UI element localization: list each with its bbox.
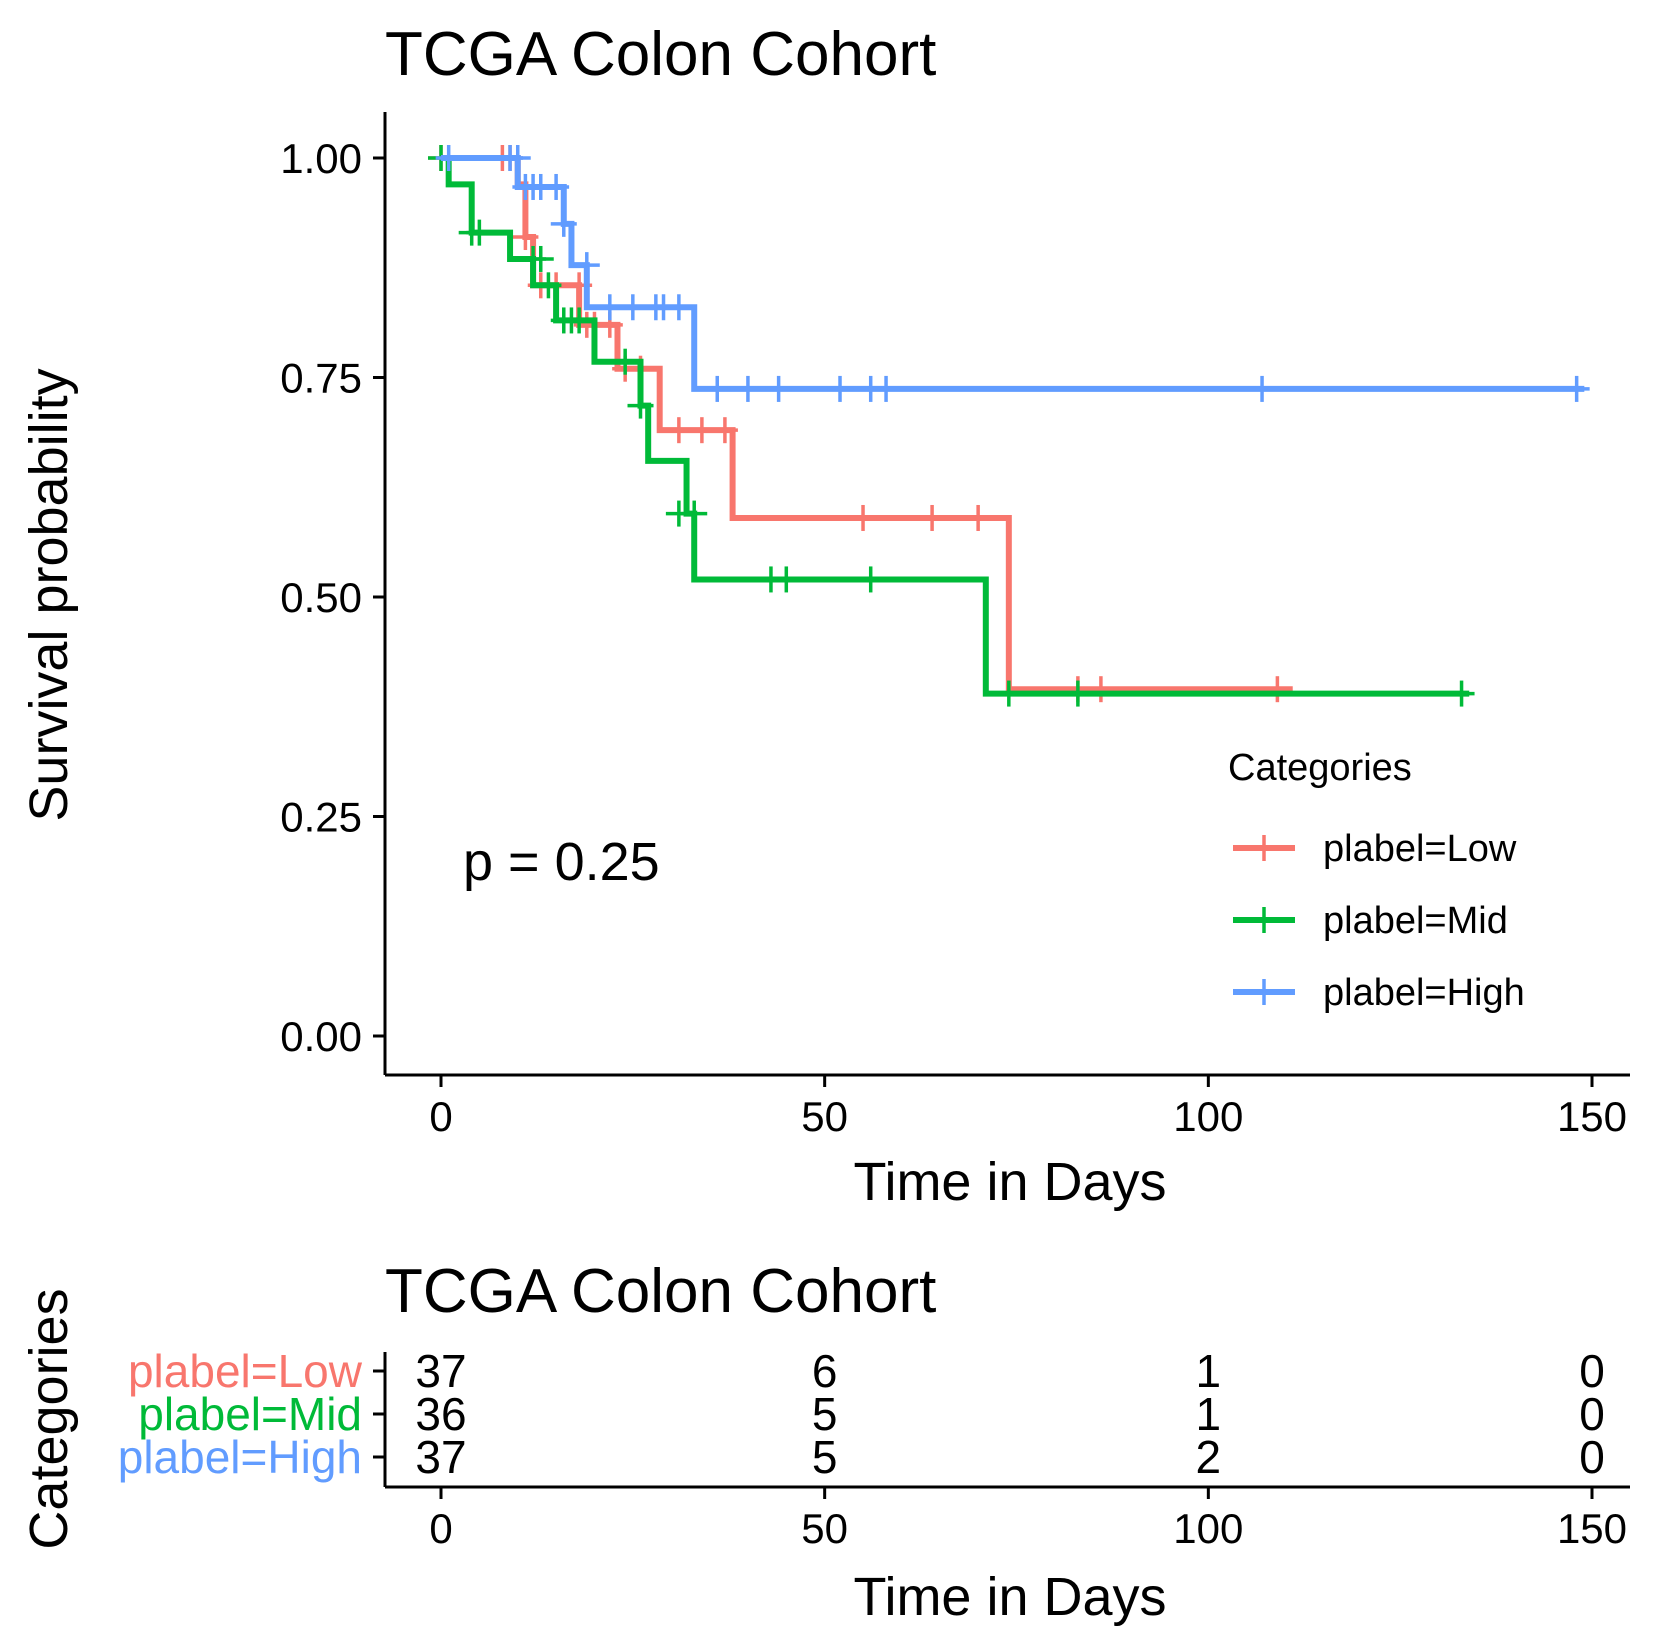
risk-x-ticks: 0 50 100 150 <box>429 1487 1627 1552</box>
x-tick-label: 0 <box>429 1505 452 1552</box>
x-tick-label: 150 <box>1557 1093 1627 1140</box>
risk-count-high: 37 <box>415 1431 466 1483</box>
risk-row-label-low: plabel=Low <box>128 1345 363 1397</box>
y-tick-label: 0.00 <box>280 1013 362 1060</box>
risk-count-low: 6 <box>812 1345 838 1397</box>
risk-count-high: 5 <box>812 1431 838 1483</box>
x-tick-label: 50 <box>801 1505 848 1552</box>
x-tick-label: 100 <box>1173 1093 1243 1140</box>
legend-label-low: plabel=Low <box>1323 828 1517 870</box>
survival-curves <box>428 145 1590 707</box>
risk-axes <box>383 1352 1630 1489</box>
risk-row-label-high: plabel=High <box>118 1431 362 1483</box>
risk-count-high: 0 <box>1579 1431 1605 1483</box>
x-tick-label: 0 <box>429 1093 452 1140</box>
risk-row-label-mid: plabel=Mid <box>138 1388 362 1440</box>
survival-curve-mid <box>441 155 1470 697</box>
risk-y-axis-title: Categories <box>19 1288 79 1549</box>
risk-count-low: 37 <box>415 1345 466 1397</box>
legend-label-mid: plabel=Mid <box>1323 900 1508 942</box>
risk-count-mid: 5 <box>812 1388 838 1440</box>
x-tick-label: 150 <box>1557 1505 1627 1552</box>
legend-title: Categories <box>1228 747 1412 789</box>
risk-count-high: 2 <box>1196 1431 1222 1483</box>
risk-count-mid: 1 <box>1196 1388 1222 1440</box>
risk-count-low: 0 <box>1579 1345 1605 1397</box>
x-tick-label: 100 <box>1173 1505 1243 1552</box>
risk-count-mid: 36 <box>415 1388 466 1440</box>
y-tick-label: 1.00 <box>280 135 362 182</box>
survival-axes <box>383 112 1630 1077</box>
survival-curve-high <box>441 155 1585 392</box>
survival-x-ticks: 0 50 100 150 <box>429 1075 1627 1140</box>
survival-y-axis-title: Survival probability <box>19 368 79 821</box>
legend: Categories plabel=Low plabel=Mid plabel=Hi… <box>1228 747 1525 1014</box>
p-value-annotation: p = 0.25 <box>463 832 660 892</box>
survival-plot-title: TCGA Colon Cohort <box>385 20 936 89</box>
risk-table-title: TCGA Colon Cohort <box>385 1257 936 1326</box>
risk-count-low: 1 <box>1196 1345 1222 1397</box>
legend-label-high: plabel=High <box>1323 972 1525 1014</box>
x-tick-label: 50 <box>801 1093 848 1140</box>
survival-plot: TCGA Colon Cohort Survival probability T… <box>19 20 1630 1212</box>
y-tick-label: 0.50 <box>280 574 362 621</box>
risk-x-axis-title: Time in Days <box>853 1567 1166 1627</box>
survival-y-ticks: 0.00 0.25 0.50 0.75 1.00 <box>280 135 385 1060</box>
legend-entries: plabel=Low plabel=Mid plabel=High <box>1233 828 1525 1014</box>
survival-x-axis-title: Time in Days <box>853 1152 1166 1212</box>
y-tick-label: 0.25 <box>280 794 362 841</box>
risk-rows: plabel=Low 37 6 1 0 plabel=Mid 36 5 1 0 plabel=Hig… <box>118 1345 1605 1483</box>
risk-table: TCGA Colon Cohort Categories Time in Day… <box>19 1257 1630 1627</box>
risk-count-mid: 0 <box>1579 1388 1605 1440</box>
y-tick-label: 0.75 <box>280 355 362 402</box>
